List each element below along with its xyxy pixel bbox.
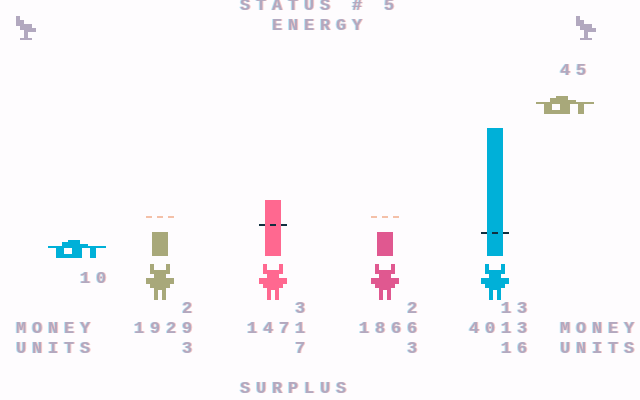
- units-label-left: UNITS: [16, 340, 97, 359]
- requirement-marker: [146, 216, 174, 218]
- player-creature-icon: [481, 264, 509, 300]
- store-building-icon: [48, 240, 106, 258]
- player-top-value: 2: [181, 300, 198, 319]
- surplus-label: SURPLUS: [240, 380, 353, 399]
- player-units: 3: [406, 340, 423, 359]
- player-units: 16: [500, 340, 533, 359]
- money-label-right: MONEY: [560, 320, 640, 339]
- requirement-marker: [371, 216, 399, 218]
- energy-bar: [377, 232, 393, 256]
- status-subtitle: ENERGY: [272, 17, 369, 36]
- store-left-value: 10: [80, 270, 113, 289]
- player-top-value: 3: [294, 300, 311, 319]
- energy-bar: [487, 128, 503, 256]
- player-creature-icon: [371, 264, 399, 300]
- player-money: 1471: [246, 320, 311, 339]
- player-creature-icon: [259, 264, 287, 300]
- units-label-right: UNITS: [560, 340, 640, 359]
- player-money: 4013: [468, 320, 533, 339]
- requirement-marker: [481, 232, 509, 234]
- antenna-icon: [576, 16, 596, 40]
- store-building-icon: [536, 96, 594, 114]
- player-units: 7: [294, 340, 311, 359]
- money-label-left: MONEY: [16, 320, 97, 339]
- requirement-marker: [259, 224, 287, 226]
- player-top-value: 2: [406, 300, 423, 319]
- player-money: 1929: [133, 320, 198, 339]
- store-right-value: 45: [560, 62, 593, 81]
- player-money: 1866: [358, 320, 423, 339]
- antenna-icon: [16, 16, 36, 40]
- energy-bar: [265, 200, 281, 256]
- player-top-value: 13: [500, 300, 533, 319]
- energy-bar: [152, 232, 168, 256]
- player-units: 3: [181, 340, 198, 359]
- player-creature-icon: [146, 264, 174, 300]
- status-title: STATUS # 5: [240, 0, 401, 16]
